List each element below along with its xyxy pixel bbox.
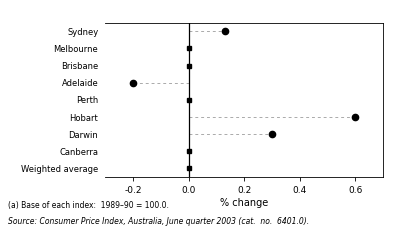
Text: Source: Consumer Price Index, Australia, June quarter 2003 (cat.  no.  6401.0).: Source: Consumer Price Index, Australia,…	[8, 217, 309, 226]
X-axis label: % change: % change	[220, 198, 268, 208]
Text: (a) Base of each index:  1989–90 = 100.0.: (a) Base of each index: 1989–90 = 100.0.	[8, 201, 169, 210]
